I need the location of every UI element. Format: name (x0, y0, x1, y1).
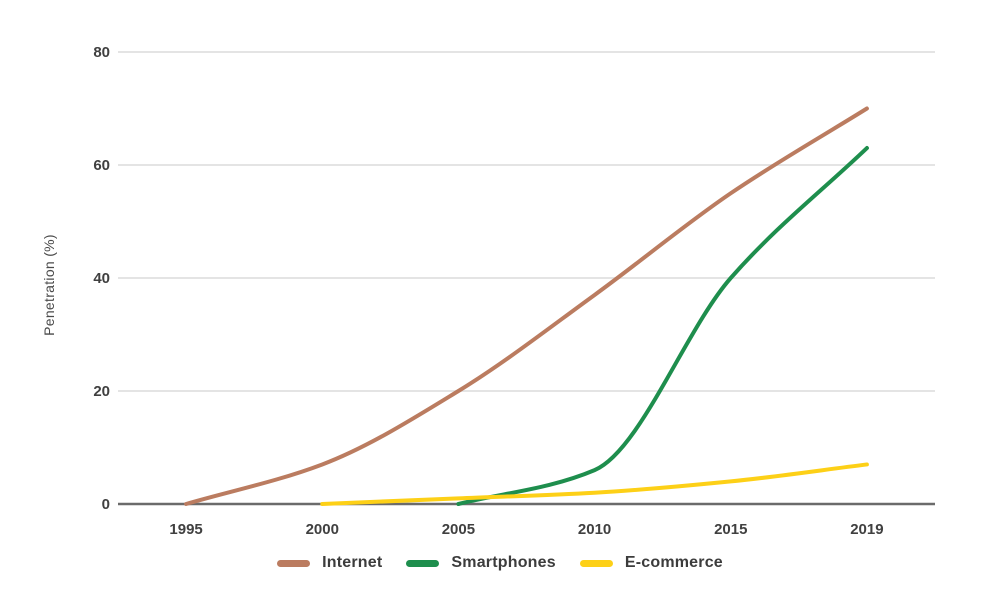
y-tick-label: 60 (93, 157, 110, 174)
x-tick-label: 1995 (169, 521, 202, 538)
legend: Internet Smartphones E-commerce (0, 550, 1000, 576)
y-tick-label: 80 (93, 44, 110, 61)
x-tick-label: 2005 (442, 521, 475, 538)
legend-item-e-commerce: E-commerce (579, 554, 723, 572)
legend-item-smartphones: Smartphones (406, 554, 556, 572)
x-tick-label: 2019 (850, 521, 883, 538)
series-line-e-commerce (320, 462, 869, 506)
legend-swatch-internet (277, 559, 311, 567)
x-tick-label: 2010 (578, 521, 611, 538)
y-tick-label: 0 (102, 496, 110, 513)
legend-swatch-e-commerce (579, 559, 613, 567)
y-tick-label: 40 (93, 270, 110, 287)
series-line-internet (184, 106, 869, 506)
y-tick-label: 20 (93, 383, 110, 400)
legend-label: E-commerce (624, 554, 723, 571)
legend-item-internet: Internet (277, 554, 382, 572)
x-tick-label: 2000 (306, 521, 339, 538)
legend-swatch-smartphones (406, 559, 440, 567)
series-line-smartphones (456, 146, 869, 506)
legend-label: Internet (322, 554, 383, 571)
legend-label: Smartphones (451, 554, 556, 571)
x-tick-label: 2015 (714, 521, 747, 538)
